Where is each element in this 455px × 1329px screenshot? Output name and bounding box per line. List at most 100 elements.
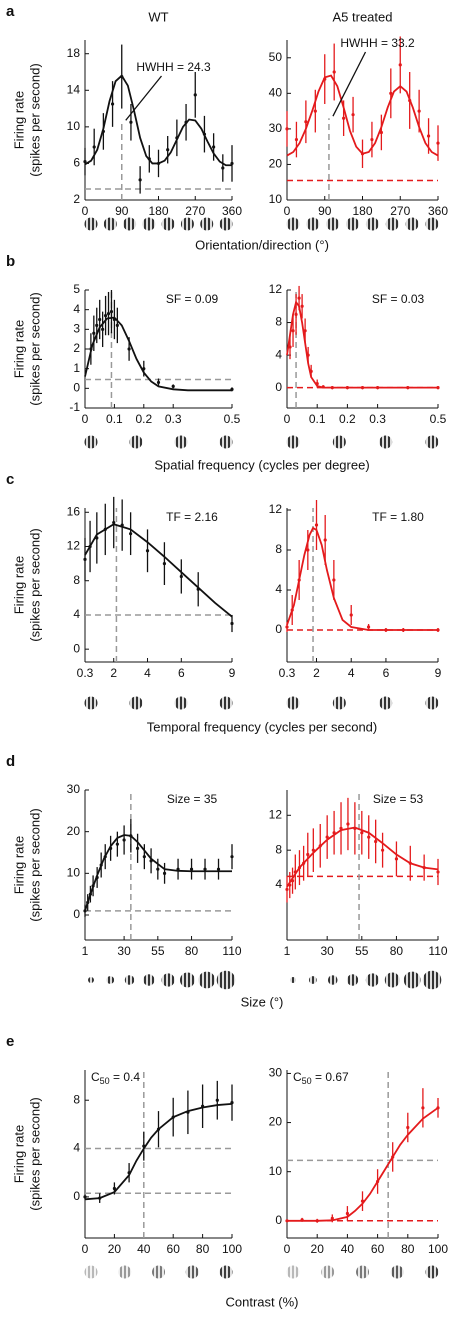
y-tick-label: 5 xyxy=(73,282,80,296)
data-point xyxy=(285,625,289,629)
y-tick-label: 4 xyxy=(73,302,80,316)
y-tick-label: 10 xyxy=(269,192,283,206)
data-point xyxy=(294,312,298,317)
y-tick-label: -1 xyxy=(69,400,80,414)
data-point xyxy=(110,102,115,106)
data-point xyxy=(367,835,371,839)
stimulus-icon xyxy=(174,435,188,449)
stimulus-icon xyxy=(84,696,98,710)
y-axis-label: (spikes per second) xyxy=(27,528,42,641)
stimulus-icon xyxy=(219,1265,233,1279)
y-tick-label: 8 xyxy=(73,1092,80,1106)
x-tick-label: 180 xyxy=(352,204,372,218)
data-point xyxy=(184,120,188,124)
data-point xyxy=(106,312,111,316)
x-tick-label: 6 xyxy=(383,666,390,680)
y-tick-label: 50 xyxy=(269,50,283,64)
data-point xyxy=(330,386,334,390)
annotation: SF = 0.09 xyxy=(166,292,219,306)
stimulus-icon xyxy=(356,1265,369,1279)
fit-curve xyxy=(286,300,438,389)
data-point xyxy=(95,323,99,327)
data-point xyxy=(88,544,92,549)
annotation-part: 50 xyxy=(100,1076,110,1086)
stimulus-icon xyxy=(332,435,346,449)
y-tick-label: 10 xyxy=(67,119,81,133)
x-tick-label: 270 xyxy=(185,204,205,218)
stimulus-icon xyxy=(118,1265,132,1279)
y-tick-label: 8 xyxy=(275,315,282,329)
stimulus-icon xyxy=(403,971,421,989)
stimulus-icon xyxy=(161,973,175,987)
data-point xyxy=(92,145,96,149)
x-axis-label: Temporal frequency (cycles per second) xyxy=(147,719,378,734)
stimulus-icon xyxy=(152,1265,165,1279)
data-point xyxy=(162,871,167,875)
x-tick-label: 0.2 xyxy=(135,412,152,426)
stimulus-icon xyxy=(123,217,137,231)
stimulus-icon xyxy=(327,975,338,985)
x-tick-label: 110 xyxy=(222,944,241,958)
data-point xyxy=(83,160,87,164)
panel-letter: a xyxy=(6,3,15,20)
y-tick-label: 12 xyxy=(67,539,81,553)
data-point xyxy=(171,384,175,388)
x-tick-label: 4 xyxy=(348,666,355,680)
x-tick-label: 360 xyxy=(222,204,242,218)
y-tick-label: 4 xyxy=(73,607,80,621)
data-point xyxy=(115,842,119,846)
y-tick-label: 0 xyxy=(275,380,282,394)
y-tick-label: 3 xyxy=(73,322,80,336)
data-point xyxy=(406,1125,410,1130)
data-point xyxy=(92,331,96,335)
stimulus-icon xyxy=(219,217,233,231)
stimulus-icon xyxy=(365,217,379,231)
data-point xyxy=(332,70,336,74)
data-point xyxy=(230,1101,234,1105)
data-point xyxy=(109,846,113,850)
fit-curve xyxy=(287,1107,439,1222)
data-point xyxy=(179,574,183,579)
data-point xyxy=(436,141,440,145)
y-axis-label: Firing rate xyxy=(11,320,26,379)
data-point xyxy=(216,867,221,871)
data-point xyxy=(103,313,108,318)
data-point xyxy=(294,137,299,142)
stimulus-icon xyxy=(308,976,317,984)
data-point xyxy=(127,347,131,351)
annotation: HWHH = 33.2 xyxy=(340,36,415,50)
y-tick-label: 8 xyxy=(73,573,80,587)
x-tick-label: 100 xyxy=(428,1242,448,1256)
data-point xyxy=(366,625,371,629)
y-axis-label: Firing rate xyxy=(11,556,26,615)
data-point xyxy=(142,1144,146,1148)
data-point xyxy=(330,1216,334,1220)
data-point xyxy=(351,113,355,117)
stimulus-icon xyxy=(129,435,143,449)
x-tick-label: 0.2 xyxy=(339,412,356,426)
y-axis-label: (spikes per second) xyxy=(27,1097,42,1210)
data-point xyxy=(436,1106,440,1110)
stimulus-icon xyxy=(365,973,380,987)
annotation: HWHH = 24.3 xyxy=(136,60,211,74)
data-point xyxy=(376,1179,380,1184)
x-tick-label: 60 xyxy=(371,1242,385,1256)
data-point xyxy=(189,867,194,871)
data-point xyxy=(290,879,295,883)
data-point xyxy=(285,127,289,131)
data-point xyxy=(98,1196,102,1200)
data-point xyxy=(230,387,234,391)
stimulus-icon xyxy=(180,217,194,231)
x-axis-label: Size (°) xyxy=(241,994,284,1009)
chart-title: A5 treated xyxy=(333,9,393,24)
data-point xyxy=(88,892,92,896)
stimulus-icon xyxy=(290,977,296,983)
y-tick-label: 30 xyxy=(269,1066,283,1080)
data-point xyxy=(230,161,234,166)
data-point xyxy=(122,838,126,842)
data-point xyxy=(360,386,365,390)
x-tick-label: 0.1 xyxy=(309,412,326,426)
data-point xyxy=(175,136,179,140)
y-tick-label: 20 xyxy=(67,824,81,838)
fit-curve xyxy=(84,834,232,912)
